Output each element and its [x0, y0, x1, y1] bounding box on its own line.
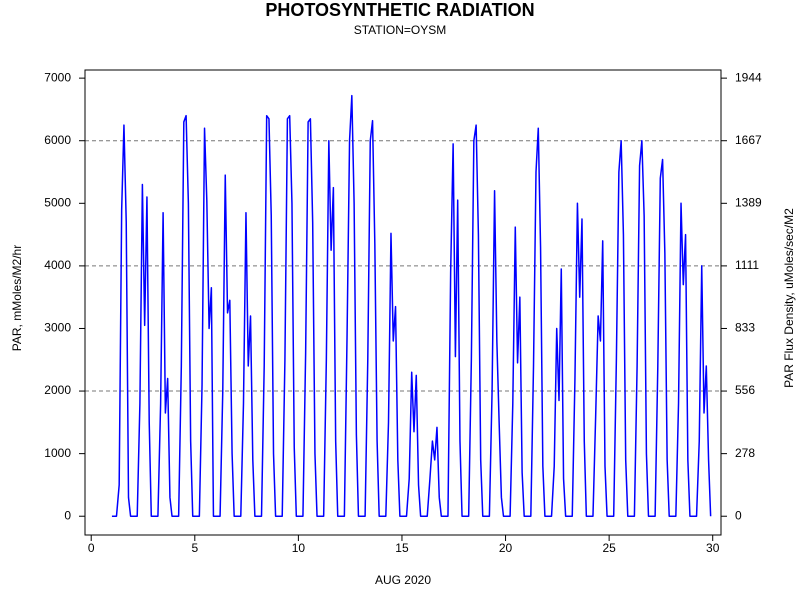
y2-tick-label: 1944	[735, 70, 762, 84]
x-axis-label: AUG 2020	[375, 573, 431, 587]
y-tick-label: 4000	[44, 258, 71, 272]
y-tick-label: 6000	[44, 133, 71, 147]
x-tick-label: 15	[395, 541, 409, 555]
y-tick-label: 2000	[44, 383, 71, 397]
y-tick-label: 1000	[44, 446, 71, 460]
y2-tick-label: 1111	[735, 258, 759, 272]
x-tick-label: 30	[706, 541, 720, 555]
y-tick-label: 7000	[44, 70, 71, 84]
y2-tick-label: 1667	[735, 133, 762, 147]
y2-axis-label: PAR Flux Density, uMoles/sec/M2	[782, 208, 796, 388]
plot-frame	[84, 69, 722, 536]
x-tick-label: 10	[292, 541, 306, 555]
y2-tick-label: 0	[735, 508, 742, 522]
y2-tick-label: 556	[735, 383, 755, 397]
y2-tick-label: 1389	[735, 195, 762, 209]
data-line	[111, 94, 712, 517]
x-tick-label: 20	[499, 541, 513, 555]
y-tick-label: 3000	[44, 321, 71, 335]
x-tick-label: 0	[88, 541, 95, 555]
chart-title: PHOTOSYNTHETIC RADIATION	[265, 0, 534, 20]
x-tick-label: 25	[602, 541, 616, 555]
y-axis-label: PAR, mMoles/M2/hr	[10, 245, 24, 351]
y-tick-label: 5000	[44, 195, 71, 209]
y2-tick-label: 278	[735, 446, 755, 460]
y-tick-label: 0	[64, 508, 71, 522]
y2-tick-label: 833	[735, 321, 755, 335]
chart-subtitle: STATION=OYSM	[354, 23, 447, 37]
x-tick-label: 5	[191, 541, 198, 555]
